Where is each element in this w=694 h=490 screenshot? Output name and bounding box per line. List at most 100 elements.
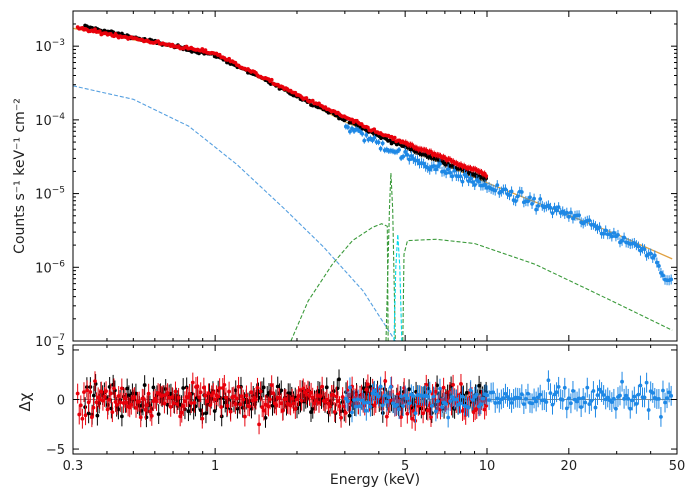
residual-point — [108, 391, 113, 396]
residual-point — [503, 391, 508, 396]
residual-point — [249, 390, 254, 395]
spectrum-point — [642, 247, 647, 252]
residual-point — [661, 388, 665, 393]
residual-point — [446, 415, 451, 420]
spectrum-point — [448, 170, 453, 175]
residual-point — [261, 408, 266, 413]
residual-point — [429, 404, 434, 408]
spectrum-point — [460, 179, 465, 184]
residual-point — [638, 383, 643, 388]
residual-point — [187, 391, 192, 396]
residual-point — [225, 403, 230, 408]
residual-point — [622, 396, 627, 401]
residual-point — [181, 404, 186, 408]
residual-point — [255, 385, 260, 390]
spectrum-point — [348, 129, 352, 134]
residual-point — [459, 381, 463, 386]
residual-point — [125, 386, 130, 391]
residual-point — [667, 390, 672, 395]
residual-point — [309, 410, 313, 414]
residual-point — [429, 415, 433, 419]
residual-point — [119, 386, 124, 391]
residual-point — [197, 395, 202, 400]
residual-point — [433, 409, 438, 414]
residual-point — [331, 392, 336, 397]
spectrum-point — [593, 224, 598, 229]
spectrum-point — [560, 209, 565, 214]
residual-point — [324, 397, 329, 402]
residual-point — [478, 402, 483, 407]
residual-point — [403, 393, 408, 398]
residual-point — [441, 385, 446, 390]
spectrum-point — [362, 138, 367, 143]
residual-point — [167, 395, 172, 400]
residual-point — [320, 384, 325, 389]
residual-point — [149, 414, 154, 418]
residual-point — [156, 412, 161, 416]
residual-point — [212, 409, 217, 413]
spectrum-point — [552, 205, 557, 210]
residual-point — [206, 391, 211, 396]
residual-point — [368, 404, 373, 409]
residual-point — [105, 407, 110, 412]
residual-point — [634, 401, 639, 406]
residual-point — [424, 382, 429, 387]
residual-point — [274, 403, 279, 408]
residual-point — [337, 404, 342, 409]
residual-point — [91, 393, 96, 398]
residual-point — [474, 392, 479, 397]
spectrum-point — [620, 238, 624, 243]
spectrum-point — [652, 253, 657, 258]
spectrum-point — [433, 167, 438, 172]
residual-point — [425, 408, 430, 413]
residual-point — [481, 396, 485, 401]
residual-point — [591, 389, 596, 393]
residual-point — [132, 395, 137, 399]
residual-point — [507, 397, 512, 401]
spectrum-point — [509, 189, 514, 194]
residual-point — [337, 377, 341, 382]
residual-point — [524, 397, 528, 401]
residual-point — [669, 393, 674, 398]
y-tick-label: 10−6 — [35, 259, 65, 276]
residual-point — [644, 380, 649, 385]
residuals-panel: 50−5 0.3 1 5 10 20 50 Δχ Energy (keV) — [16, 344, 685, 488]
residual-point — [334, 394, 339, 399]
residual-point — [642, 395, 647, 400]
residual-point — [544, 400, 549, 404]
spectrum-point — [376, 140, 381, 145]
spectrum-point — [476, 179, 481, 184]
spectrum-point — [656, 264, 661, 268]
residual-point — [162, 401, 167, 406]
residual-point — [534, 399, 539, 404]
residual-point — [354, 404, 358, 409]
residual-point — [115, 402, 119, 407]
residual-point — [454, 397, 459, 402]
spectrum-point — [464, 174, 469, 179]
residual-point — [208, 403, 213, 408]
residual-point — [618, 393, 622, 398]
spectrum-point — [387, 138, 392, 143]
residual-point — [380, 403, 385, 408]
spectrum-point — [534, 207, 539, 212]
residual-point — [224, 395, 228, 400]
y-tick-label: 10−7 — [35, 333, 65, 350]
residual-point — [142, 383, 147, 387]
residual-point — [583, 400, 588, 405]
residual-point — [183, 399, 187, 404]
residual-point — [538, 392, 543, 397]
residual-point — [204, 411, 208, 416]
spectrum-point — [421, 161, 426, 166]
residual-point — [134, 391, 138, 396]
spectrum-point — [654, 260, 659, 265]
residual-point — [425, 394, 430, 399]
spectrum-point — [346, 125, 350, 129]
spectrum-point — [444, 171, 449, 176]
residual-point — [239, 394, 244, 399]
spectrum-point — [550, 211, 555, 216]
spectrum-point — [304, 96, 309, 100]
spectrum-point — [513, 199, 518, 204]
residual-point — [526, 391, 530, 396]
spectrum-point — [401, 154, 406, 159]
residual-point — [391, 401, 395, 406]
